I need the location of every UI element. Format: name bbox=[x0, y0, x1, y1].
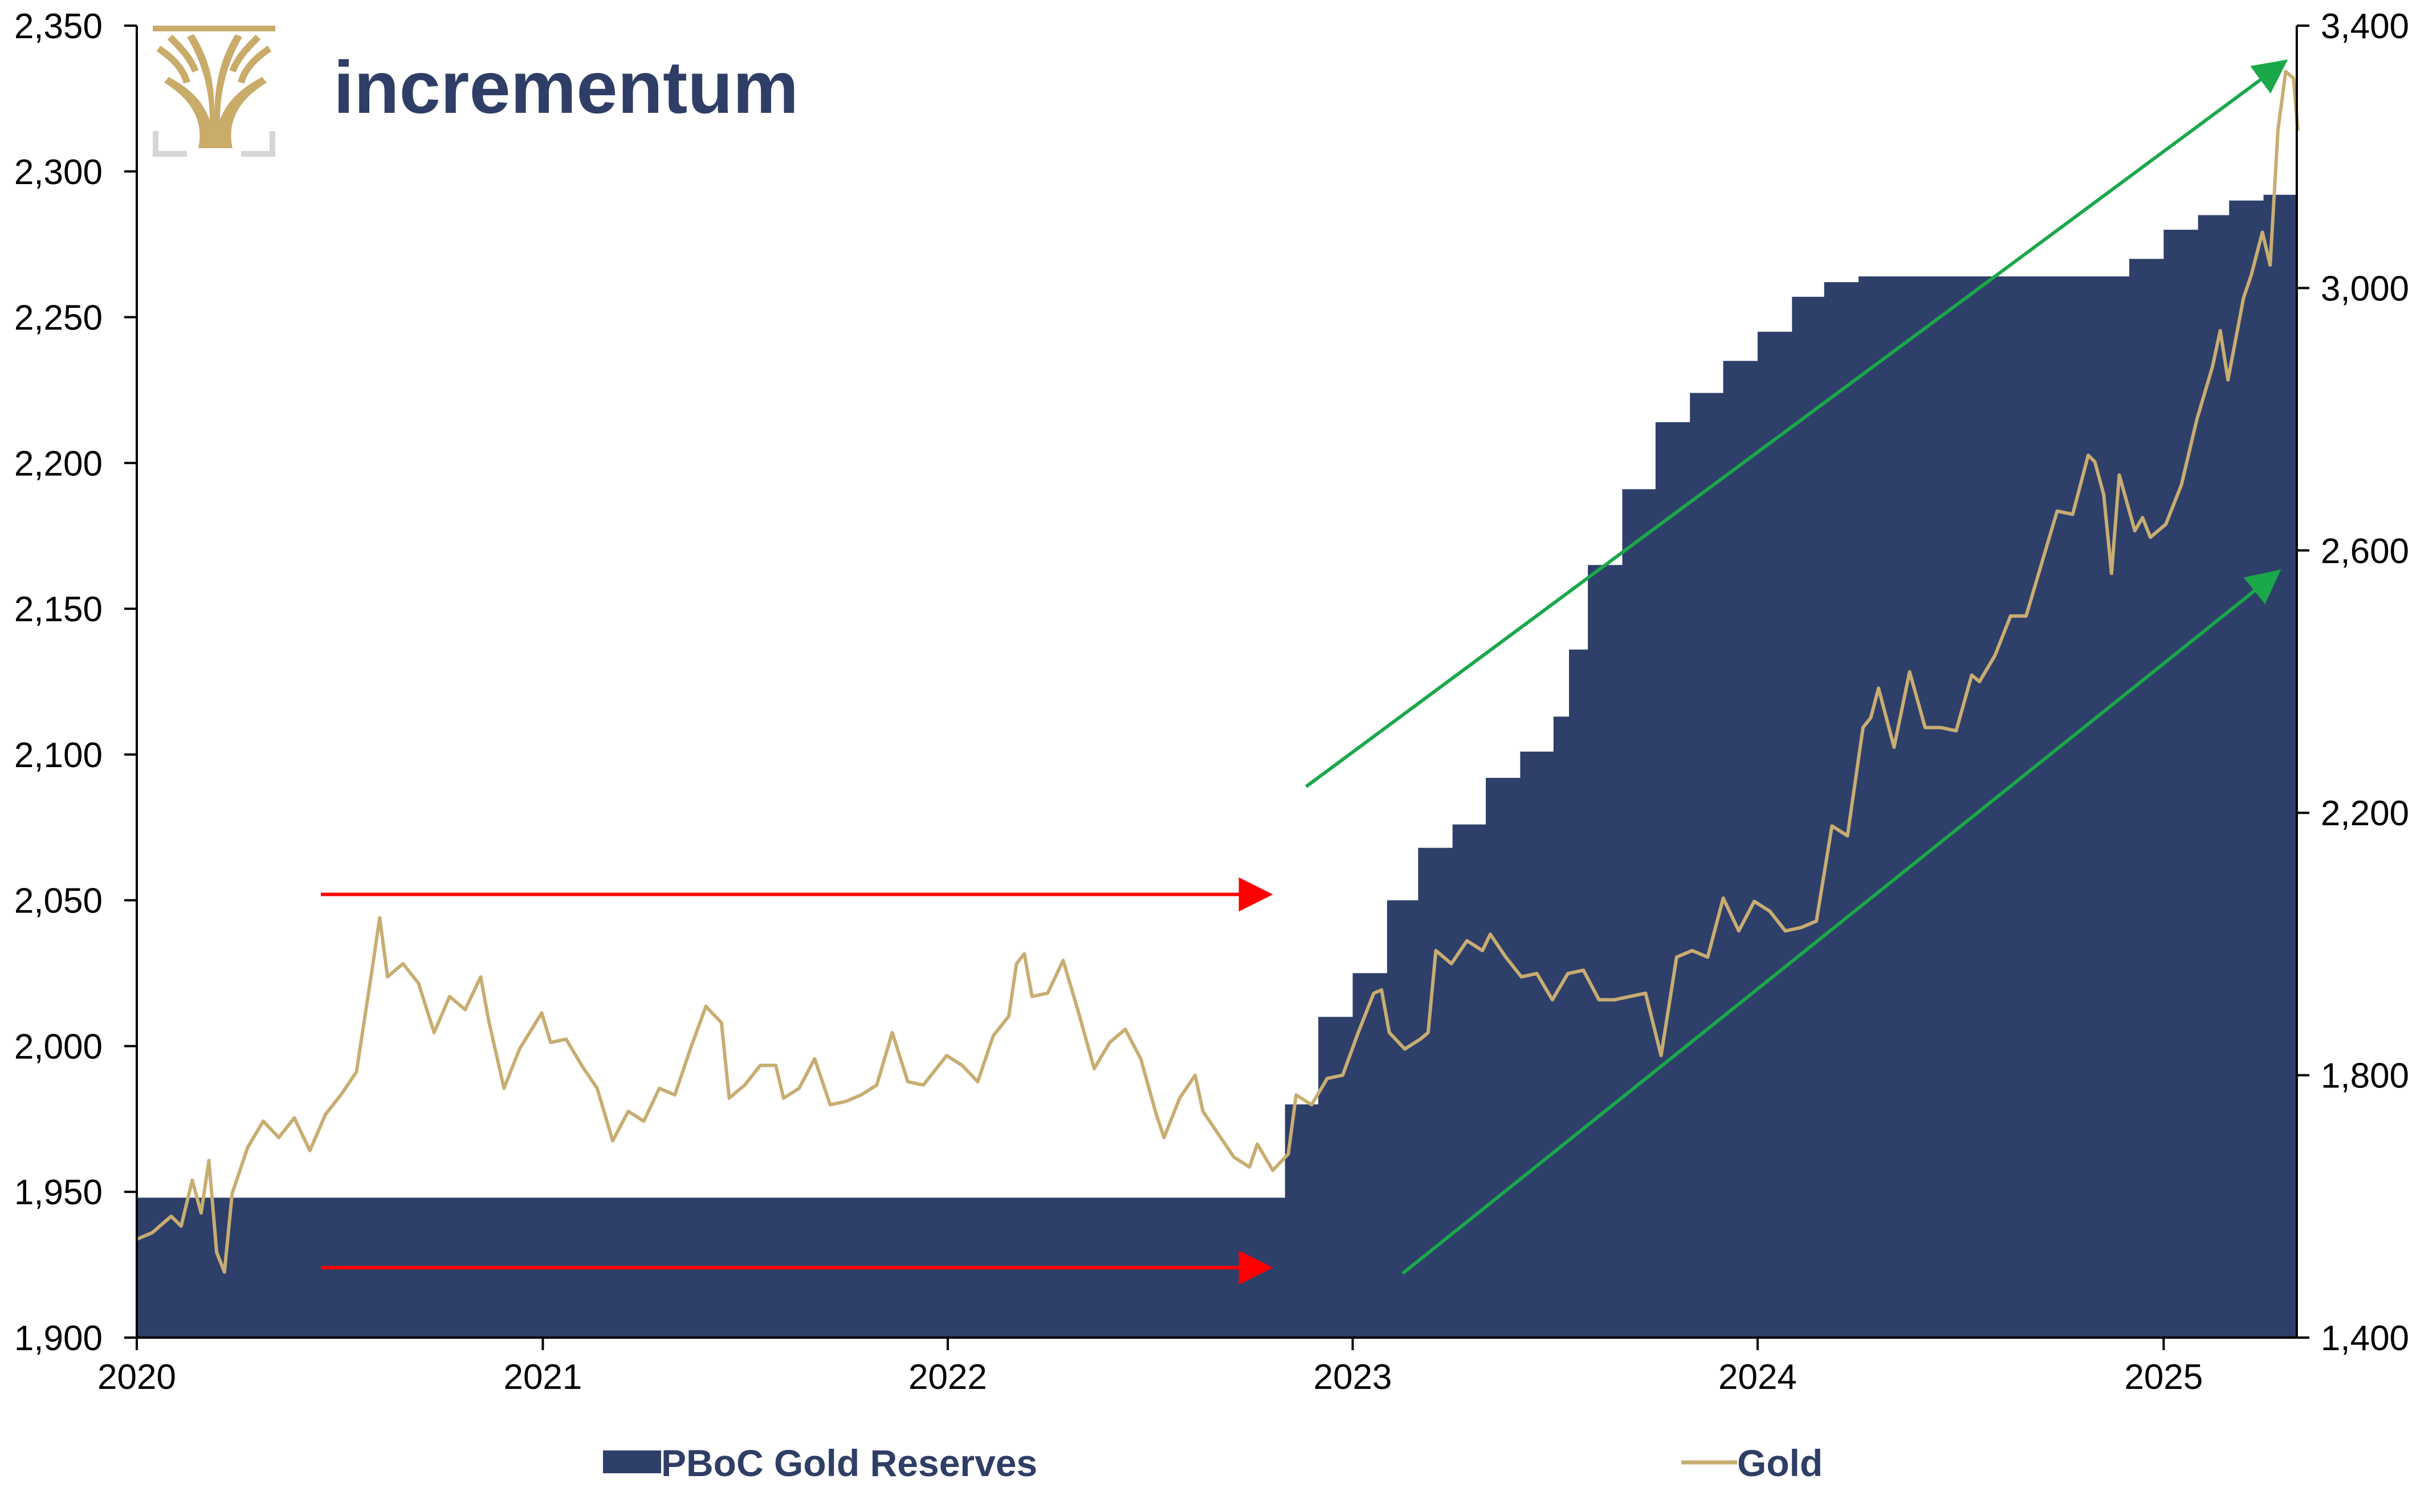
right-tick-label: 2,200 bbox=[2321, 794, 2409, 833]
right-y-axis-ticks: 1,400 1,800 2,200 2,600 3,000 3,400 bbox=[2297, 7, 2409, 1358]
left-tick-label: 2,200 bbox=[14, 444, 103, 483]
trend-arrow bbox=[1305, 59, 2288, 788]
left-tick-label: 2,350 bbox=[14, 7, 103, 46]
left-tick-label: 2,300 bbox=[14, 153, 103, 192]
x-tick-label: 2021 bbox=[503, 1358, 582, 1397]
x-tick-label: 2020 bbox=[97, 1358, 176, 1397]
left-tick-label: 2,000 bbox=[14, 1027, 103, 1066]
left-tick-label: 1,950 bbox=[14, 1173, 103, 1212]
right-tick-label: 1,800 bbox=[2321, 1057, 2409, 1096]
left-y-axis-ticks: 1,900 1,950 2,000 2,050 2,100 2,150 2,200 2,250… bbox=[14, 7, 137, 1358]
tree-logo-icon bbox=[153, 26, 275, 157]
series-line-gold bbox=[136, 70, 2300, 1274]
x-tick-label: 2022 bbox=[908, 1358, 987, 1397]
legend-label-pboc-gold-reserves: PBoC Gold Reserves bbox=[661, 1442, 1037, 1484]
brand-wordmark: incrementum bbox=[333, 46, 798, 129]
right-tick-label: 1,400 bbox=[2321, 1319, 2409, 1358]
left-tick-label: 1,900 bbox=[14, 1319, 103, 1358]
legend: PBoC Gold Reserves Gold bbox=[603, 1442, 1823, 1484]
right-tick-label: 3,000 bbox=[2321, 269, 2409, 308]
legend-item-gold: Gold bbox=[1681, 1442, 1823, 1484]
x-tick-label: 2025 bbox=[2124, 1358, 2203, 1397]
plot-area bbox=[136, 59, 2300, 1338]
left-tick-label: 2,100 bbox=[14, 736, 103, 775]
x-tick-label: 2024 bbox=[1718, 1358, 1797, 1397]
left-tick-label: 2,050 bbox=[14, 882, 103, 921]
left-tick-label: 2,150 bbox=[14, 590, 103, 629]
x-tick-label: 2023 bbox=[1313, 1358, 1392, 1397]
left-tick-label: 2,250 bbox=[14, 299, 103, 338]
right-tick-label: 2,600 bbox=[2321, 532, 2409, 571]
brand-logo: incrementum bbox=[153, 26, 798, 157]
legend-label-gold: Gold bbox=[1737, 1442, 1823, 1484]
axes: 1,900 1,950 2,000 2,050 2,100 2,150 2,200 2,250… bbox=[14, 7, 2409, 1397]
x-axis-ticks: 2020 2021 2022 2023 2024 2025 bbox=[97, 1338, 2203, 1397]
trend-arrow bbox=[1401, 569, 2281, 1275]
annotation-arrows bbox=[321, 59, 2288, 1285]
right-tick-label: 3,400 bbox=[2321, 7, 2409, 46]
legend-swatch-pboc-gold-reserves bbox=[603, 1450, 661, 1473]
series-area-pboc-gold-reserves bbox=[137, 194, 2296, 1338]
legend-item-pboc-gold-reserves: PBoC Gold Reserves bbox=[603, 1442, 1037, 1484]
